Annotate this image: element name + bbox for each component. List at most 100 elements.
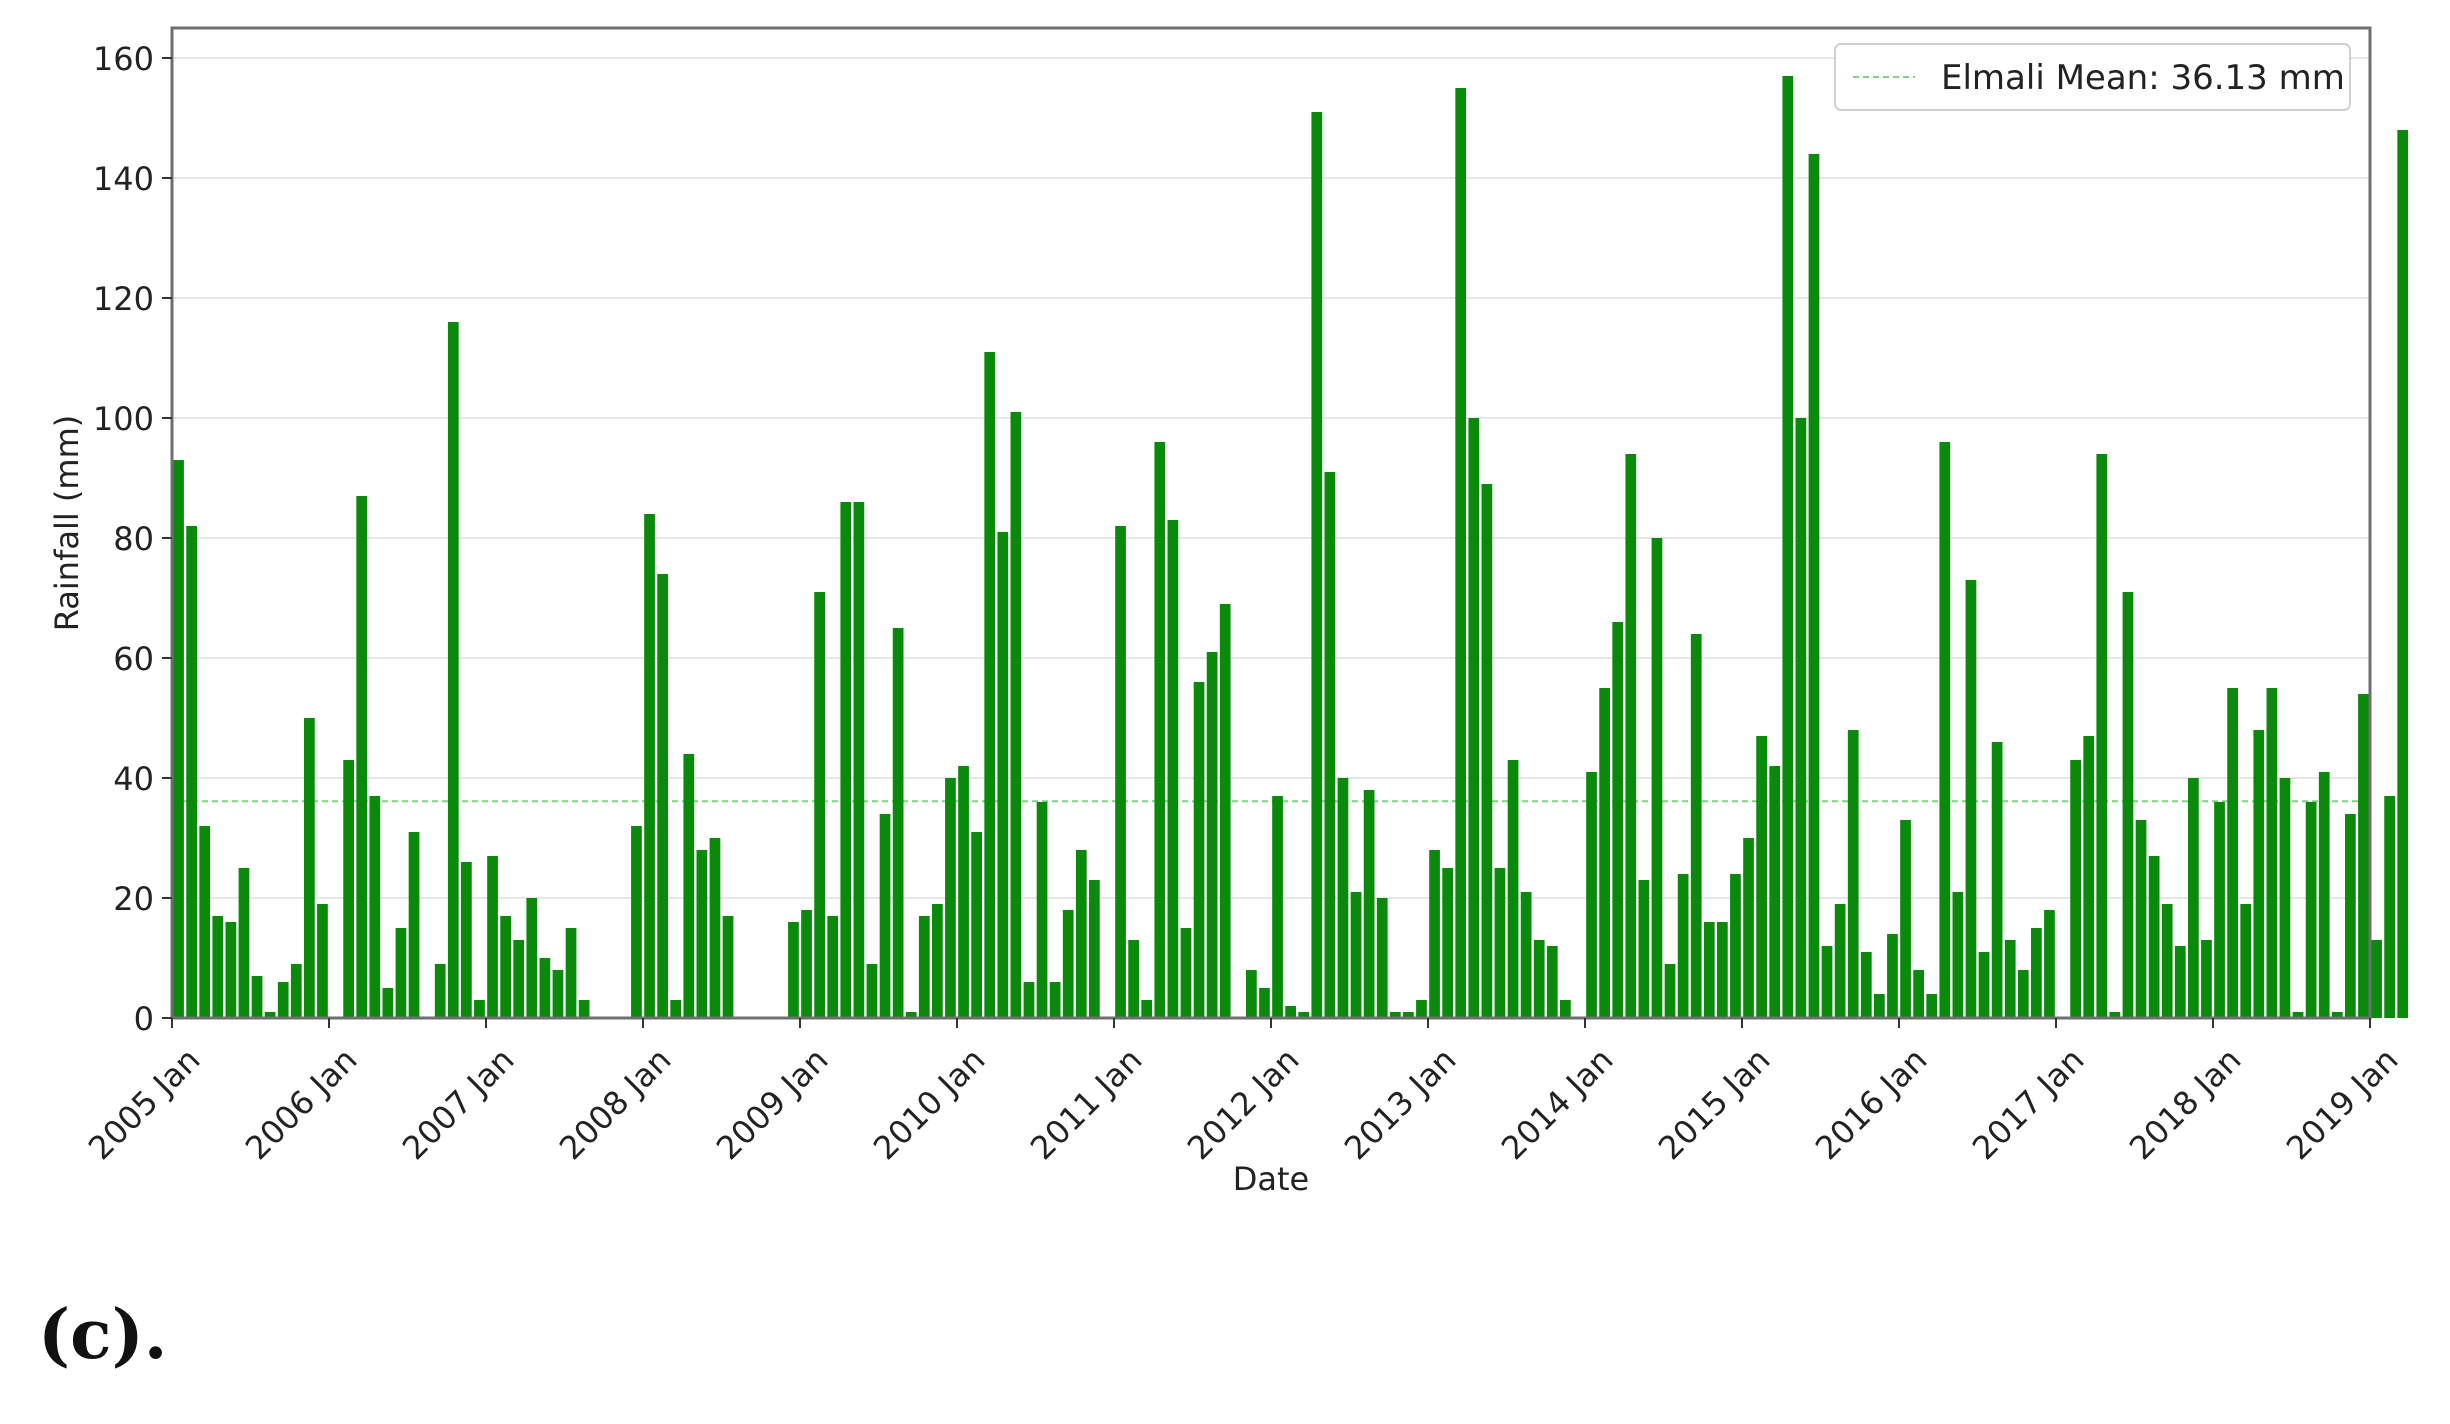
rainfall-bar: [434, 964, 446, 1018]
rainfall-bar: [1625, 454, 1637, 1018]
plot-frame: [170, 26, 2372, 1020]
rainfall-bar: [1874, 994, 1885, 1018]
rainfall-bar: [290, 964, 302, 1018]
x-axis-label: Date: [1233, 1160, 1309, 1198]
rainfall-bar: [1507, 760, 1519, 1018]
rainfall-bar: [788, 922, 799, 1018]
rainfall-bar: [461, 862, 472, 1018]
rainfall-bar: [578, 1000, 590, 1018]
rainfall-bar: [2371, 940, 2382, 1018]
x-tick-label: 2014 Jan: [1494, 1041, 1621, 1168]
rainfall-bar: [1180, 928, 1192, 1018]
rainfall-bar: [1533, 940, 1545, 1018]
rainfall-bar: [1455, 88, 1467, 1018]
rainfall-bar: [1978, 952, 1990, 1018]
rainfall-bar: [1337, 778, 1349, 1018]
rainfall-bar: [2122, 592, 2134, 1018]
rainfall-bar: [1259, 988, 1270, 1018]
rainfall-bar: [1612, 622, 1624, 1018]
rainfall-bar: [1717, 922, 1728, 1018]
rainfall-bar: [2004, 940, 2016, 1018]
x-tick-label: 2006 Jan: [238, 1041, 365, 1168]
rainfall-bar: [526, 898, 538, 1018]
rainfall-bar: [1403, 1012, 1414, 1018]
rainfall-bar: [1703, 922, 1715, 1018]
y-tick-label: 20: [113, 880, 154, 918]
rainfall-bar: [382, 988, 394, 1018]
legend-label: Elmali Mean: 36.13 mm: [1941, 58, 2345, 98]
rainfall-bar: [1298, 1012, 1310, 1018]
y-tick-label: 0: [134, 1000, 154, 1038]
rainfall-bar: [317, 904, 328, 1018]
rainfall-bar: [1128, 940, 1139, 1018]
rainfall-bar: [932, 904, 943, 1018]
rainfall-bar: [1756, 736, 1767, 1018]
rainfall-bar: [251, 976, 263, 1018]
rainfall-bar: [853, 502, 865, 1018]
rainfall-bar: [1860, 952, 1872, 1018]
rainfall-bar: [984, 352, 996, 1018]
rainfall-bar: [1324, 472, 1336, 1018]
rainfall-bar: [1481, 484, 1493, 1018]
rainfall-bar: [199, 826, 211, 1018]
rainfall-bar: [2070, 760, 2081, 1018]
rainfall-bar: [2174, 946, 2186, 1018]
rainfall-bar: [2227, 688, 2238, 1018]
rainfall-bar: [173, 460, 184, 1018]
rainfall-bar: [1730, 874, 1741, 1018]
rainfall-bar: [879, 814, 891, 1018]
rainfall-bar: [2384, 796, 2395, 1018]
rainfall-bar: [1115, 526, 1126, 1018]
rainfall-bar: [1991, 742, 2003, 1018]
legend-box: [1834, 43, 2351, 111]
y-axis-label: Rainfall (mm): [48, 415, 86, 631]
rainfall-bar: [696, 850, 708, 1018]
rainfall-bar: [1887, 934, 1898, 1018]
rainfall-bar: [2148, 856, 2160, 1018]
x-axis-ticks: 2005 Jan 2006 Jan 2007 Jan 2008 Jan 2009 Jan…: [81, 1018, 2405, 1168]
rainfall-bar: [2358, 694, 2369, 1018]
rainfall-bar: [814, 592, 825, 1018]
rainfall-bar: [1690, 634, 1702, 1018]
rainfall-bar: [1560, 1000, 1571, 1018]
grid-lines: [172, 57, 2370, 1019]
rainfall-bar: [1023, 982, 1035, 1018]
rainfall-bar: [1311, 112, 1323, 1018]
rainfall-bar: [238, 868, 250, 1018]
x-tick-label: 2008 Jan: [552, 1041, 679, 1168]
rainfall-bar: [369, 796, 381, 1018]
rainfall-bar: [1900, 820, 1911, 1018]
rainfall-bar: [1847, 730, 1859, 1018]
rainfall-bar: [474, 1000, 485, 1018]
rainfall-bar: [1010, 412, 1022, 1018]
rainfall-bar: [971, 832, 982, 1018]
rainfall-bar: [1520, 892, 1532, 1018]
rainfall-bar: [2201, 940, 2212, 1018]
rainfall-bar: [1795, 418, 1807, 1018]
rainfall-bar: [2214, 802, 2225, 1018]
rainfall-bar: [827, 916, 839, 1018]
rainfall-bar: [1416, 1000, 1427, 1018]
rainfall-bar: [343, 760, 354, 1018]
rainfall-bar: [1546, 946, 1558, 1018]
rainfall-bar: [2240, 904, 2252, 1018]
rainfall-bar: [356, 496, 368, 1018]
rainfall-bar: [1494, 868, 1506, 1018]
rainfall-bar: [539, 958, 551, 1018]
rainfall-bar: [1062, 910, 1074, 1018]
y-tick-label: 100: [93, 400, 154, 438]
rainfall-bar: [1926, 994, 1938, 1018]
rainfall-bar: [945, 778, 956, 1018]
rainfall-bar: [395, 928, 407, 1018]
x-tick-label: 2012 Jan: [1180, 1041, 1307, 1168]
rainfall-bar: [1442, 868, 1453, 1018]
rainfall-bar: [1389, 1012, 1401, 1018]
rainfall-bar: [1036, 802, 1048, 1018]
x-tick-label: 2016 Jan: [1808, 1041, 1935, 1168]
rainfall-bar: [1468, 418, 1480, 1018]
rainfall-bar: [2135, 820, 2147, 1018]
rainfall-bar: [1599, 688, 1610, 1018]
rainfall-bar: [225, 922, 237, 1018]
rainfall-bar: [1193, 682, 1205, 1018]
rainfall-bar: [304, 718, 315, 1018]
